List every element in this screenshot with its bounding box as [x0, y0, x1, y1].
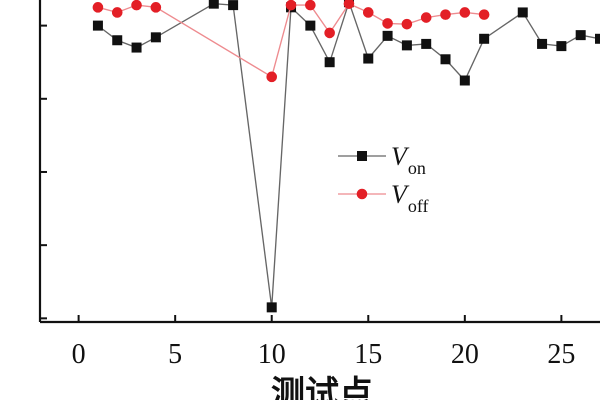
- x-tick-label-3: 15: [354, 339, 382, 370]
- point-v-on-12: [382, 30, 393, 41]
- point-v-on-13: [401, 40, 412, 51]
- x-axis-title: 测试点: [271, 374, 373, 400]
- point-v-off-0: [92, 2, 104, 13]
- legend-label-sub-1: off: [408, 196, 429, 216]
- point-v-off-8: [343, 0, 355, 9]
- point-v-on-15: [440, 54, 451, 65]
- point-v-on-5: [228, 0, 239, 11]
- point-v-off-12: [420, 12, 432, 23]
- point-v-on-0: [92, 20, 103, 31]
- point-v-off-6: [305, 0, 316, 11]
- point-v-off-15: [478, 9, 490, 20]
- x-tick-label-0: 0: [72, 339, 86, 370]
- axes-layer: 0 5 10 15 20 25: [38, 0, 600, 370]
- point-v-off-3: [150, 2, 162, 13]
- point-v-on-21: [575, 30, 586, 41]
- point-v-on-11: [363, 53, 374, 64]
- point-v-off-4: [266, 71, 278, 83]
- point-v-off-5: [285, 0, 297, 11]
- legend-marker-1: [356, 188, 368, 200]
- point-v-on-16: [459, 75, 470, 86]
- legend-marker-0: [357, 151, 367, 161]
- point-v-on-14: [421, 38, 432, 49]
- legend-label-1: Voff: [391, 180, 429, 216]
- legend-label-main-1: V: [391, 180, 410, 209]
- point-v-off-10: [382, 18, 393, 29]
- point-v-off-9: [362, 7, 374, 18]
- legend-label-main-0: V: [391, 142, 410, 171]
- point-v-on-3: [150, 32, 161, 43]
- point-v-on-2: [131, 42, 142, 53]
- point-v-off-7: [324, 27, 335, 39]
- point-v-on-9: [324, 57, 335, 68]
- x-tick-label-1: 5: [168, 339, 182, 370]
- point-v-off-11: [401, 18, 413, 30]
- point-v-on-6: [266, 302, 277, 313]
- series-line-v-on: [97, 0, 600, 308]
- point-v-off-1: [111, 7, 123, 18]
- legend-label-0: Von: [391, 142, 426, 178]
- point-v-on-1: [112, 35, 123, 46]
- legend-label-sub-0: on: [408, 158, 426, 178]
- point-v-on-4: [208, 0, 219, 9]
- point-v-on-20: [556, 41, 567, 52]
- series-layer: [92, 0, 600, 313]
- point-v-on-8: [305, 20, 316, 31]
- x-tick-label-4: 20: [451, 339, 479, 370]
- point-v-off-2: [131, 0, 142, 11]
- point-v-on-18: [517, 7, 528, 18]
- point-v-on-17: [479, 33, 490, 44]
- series-line-v-off: [97, 2, 485, 78]
- point-v-off-14: [459, 7, 471, 18]
- x-tick-label-2: 10: [258, 339, 286, 370]
- x-tick-label-5: 25: [547, 339, 575, 370]
- point-v-on-19: [537, 38, 548, 49]
- point-v-on-22: [595, 33, 600, 44]
- point-v-off-13: [440, 9, 451, 20]
